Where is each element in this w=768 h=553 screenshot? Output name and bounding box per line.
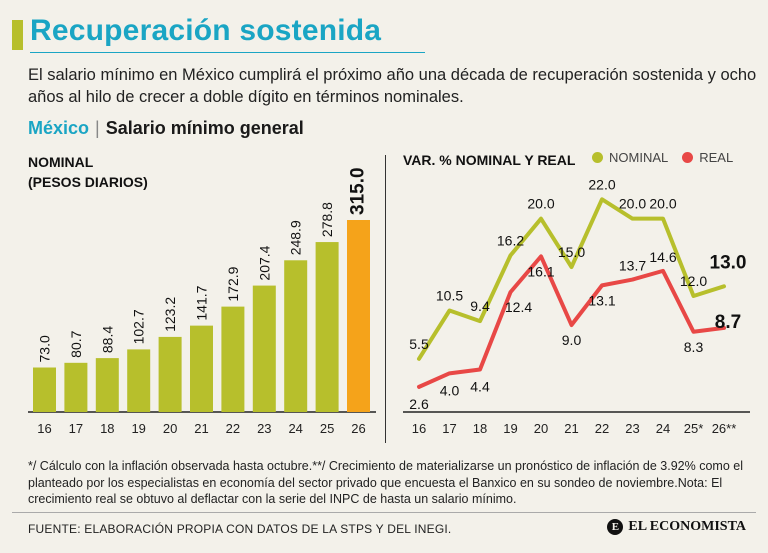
point-label-real-0: 2.6 bbox=[409, 396, 429, 412]
bar-18 bbox=[95, 358, 119, 412]
point-label-nominal-2: 9.4 bbox=[470, 298, 490, 314]
bar-x-tick-16: 16 bbox=[37, 421, 51, 436]
point-label-nominal-7: 20.0 bbox=[619, 196, 646, 212]
bar-value-label-25: 278.8 bbox=[319, 202, 335, 237]
footer-divider bbox=[12, 512, 756, 513]
legend-item-real: REAL bbox=[682, 150, 733, 165]
bar-chart-title-line2: (PESOS DIARIOS) bbox=[28, 174, 148, 190]
legend-nominal-dot-icon bbox=[592, 152, 603, 163]
line-x-tick-9: 25* bbox=[684, 421, 704, 436]
bar-x-tick-25: 25 bbox=[320, 421, 334, 436]
line-x-tick-0: 16 bbox=[412, 421, 426, 436]
bar-x-tick-22: 22 bbox=[226, 421, 240, 436]
bar-20 bbox=[158, 336, 182, 412]
bar-x-tick-19: 19 bbox=[131, 421, 145, 436]
bar-x-tick-17: 17 bbox=[69, 421, 83, 436]
bar-value-label-17: 80.7 bbox=[68, 330, 84, 357]
point-label-real-8: 14.6 bbox=[649, 249, 676, 265]
point-label-real-4: 16.1 bbox=[527, 263, 554, 279]
brand-name: EL ECONOMISTA bbox=[628, 519, 746, 534]
bar-22 bbox=[221, 306, 245, 412]
line-x-tick-3: 19 bbox=[503, 421, 517, 436]
bar-19 bbox=[127, 349, 151, 412]
point-label-nominal-8: 20.0 bbox=[649, 196, 676, 212]
line-x-tick-4: 20 bbox=[534, 421, 548, 436]
bar-value-label-22: 172.9 bbox=[225, 266, 241, 301]
title-accent-bar bbox=[12, 20, 23, 50]
bar-x-tick-23: 23 bbox=[257, 421, 271, 436]
point-label-real-5: 9.0 bbox=[562, 332, 582, 348]
brand-logo: E EL ECONOMISTA bbox=[607, 519, 746, 535]
footnote: */ Cálculo con la inflación observada ha… bbox=[28, 459, 743, 506]
point-label-real-7: 13.7 bbox=[619, 258, 646, 274]
bar-24 bbox=[284, 260, 308, 412]
section-heading: México | Salario mínimo general bbox=[28, 118, 304, 139]
brand-mark-icon: E bbox=[607, 519, 624, 535]
series-line-nominal bbox=[417, 197, 726, 361]
legend-nominal-label: NOMINAL bbox=[609, 150, 669, 165]
point-label-nominal-3: 16.2 bbox=[497, 232, 524, 248]
point-label-nominal-0: 5.5 bbox=[409, 336, 429, 352]
line-x-tick-10: 26** bbox=[712, 421, 737, 436]
point-label-nominal-6: 22.0 bbox=[588, 176, 615, 192]
line-x-tick-1: 17 bbox=[442, 421, 456, 436]
point-label-nominal-10: 13.0 bbox=[710, 252, 747, 273]
bar-value-label-18: 88.4 bbox=[99, 326, 115, 353]
line-x-tick-7: 23 bbox=[625, 421, 639, 436]
point-label-nominal-9: 12.0 bbox=[680, 273, 707, 289]
series-line-real bbox=[417, 254, 726, 389]
section-separator: | bbox=[95, 118, 100, 138]
bar-value-label-23: 207.4 bbox=[256, 245, 272, 280]
bar-17 bbox=[64, 362, 88, 412]
point-label-real-2: 4.4 bbox=[470, 378, 490, 394]
line-x-tick-5: 21 bbox=[564, 421, 578, 436]
point-label-nominal-1: 10.5 bbox=[436, 288, 463, 304]
line-x-tick-2: 18 bbox=[473, 421, 487, 436]
page-subtitle: El salario mínimo en México cumplirá el … bbox=[28, 66, 757, 106]
bar-x-tick-24: 24 bbox=[288, 421, 302, 436]
point-label-real-3: 12.4 bbox=[505, 299, 532, 315]
section-name: Salario mínimo general bbox=[105, 118, 304, 138]
bar-x-tick-18: 18 bbox=[100, 421, 114, 436]
point-label-real-6: 13.1 bbox=[588, 292, 615, 308]
bar-16 bbox=[33, 367, 56, 412]
point-label-real-10: 8.7 bbox=[715, 312, 741, 333]
line-x-tick-6: 22 bbox=[595, 421, 609, 436]
legend-real-dot-icon bbox=[682, 152, 694, 163]
bar-value-label-19: 102.7 bbox=[131, 309, 147, 344]
line-chart-title: VAR. % NOMINAL Y REAL bbox=[403, 152, 576, 168]
line-chart-legend: NOMINAL REAL bbox=[592, 150, 747, 165]
bar-value-label-24: 248.9 bbox=[288, 220, 304, 255]
point-label-real-9: 8.3 bbox=[684, 339, 704, 355]
point-label-real-1: 4.0 bbox=[440, 382, 460, 398]
point-label-nominal-4: 20.0 bbox=[527, 196, 554, 212]
bar-23 bbox=[252, 285, 276, 412]
page-title: Recuperación sostenida bbox=[30, 14, 382, 47]
bar-26 bbox=[347, 220, 370, 412]
bar-value-label-20: 123.2 bbox=[162, 297, 178, 332]
point-label-nominal-5: 15.0 bbox=[558, 244, 585, 260]
line-x-tick-8: 24 bbox=[656, 421, 670, 436]
source-note: FUENTE: ELABORACIÓN PROPIA CON DATOS DE … bbox=[28, 522, 452, 536]
bar-x-tick-21: 21 bbox=[194, 421, 208, 436]
bar-chart-title: NOMINAL (PESOS DIARIOS) bbox=[28, 152, 168, 192]
bar-value-label-16: 73.0 bbox=[37, 335, 53, 362]
panel-divider bbox=[385, 155, 386, 443]
bar-chart-title-line1: NOMINAL bbox=[28, 154, 94, 170]
bar-value-label-21: 141.7 bbox=[194, 285, 210, 320]
legend-item-nominal: NOMINAL bbox=[592, 150, 668, 165]
legend-real-label: REAL bbox=[699, 150, 734, 165]
bar-x-tick-20: 20 bbox=[163, 421, 177, 436]
title-underline bbox=[30, 52, 425, 53]
bar-21 bbox=[190, 325, 213, 412]
bar-value-label-26: 315.0 bbox=[348, 167, 369, 215]
bar-25 bbox=[315, 242, 339, 412]
section-country: México bbox=[28, 118, 90, 138]
bar-x-tick-26: 26 bbox=[351, 421, 365, 436]
